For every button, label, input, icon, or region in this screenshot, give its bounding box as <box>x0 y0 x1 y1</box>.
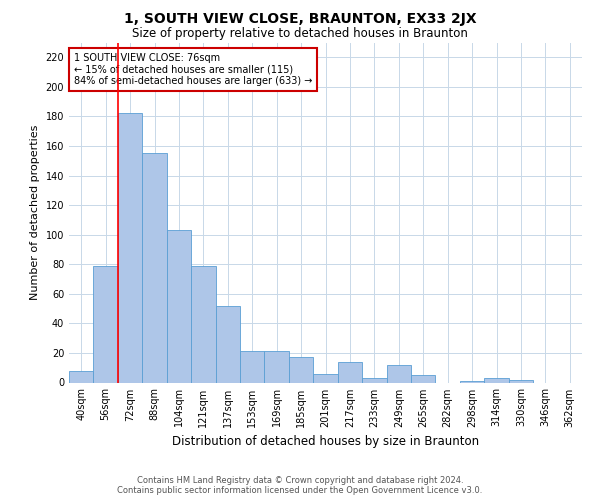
Bar <box>167 230 191 382</box>
Bar <box>265 352 289 382</box>
Bar <box>509 380 533 382</box>
X-axis label: Distribution of detached houses by size in Braunton: Distribution of detached houses by size … <box>172 435 479 448</box>
Text: 1 SOUTH VIEW CLOSE: 76sqm
← 15% of detached houses are smaller (115)
84% of semi: 1 SOUTH VIEW CLOSE: 76sqm ← 15% of detac… <box>74 52 313 86</box>
Text: 1, SOUTH VIEW CLOSE, BRAUNTON, EX33 2JX: 1, SOUTH VIEW CLOSE, BRAUNTON, EX33 2JX <box>124 12 476 26</box>
Bar <box>142 154 167 382</box>
Bar <box>289 358 313 382</box>
Bar <box>191 266 215 382</box>
Bar <box>460 381 484 382</box>
Bar <box>338 362 362 382</box>
Bar <box>69 370 94 382</box>
Bar <box>411 375 436 382</box>
Bar <box>362 378 386 382</box>
Bar <box>313 374 338 382</box>
Bar <box>386 365 411 382</box>
Text: Size of property relative to detached houses in Braunton: Size of property relative to detached ho… <box>132 28 468 40</box>
Y-axis label: Number of detached properties: Number of detached properties <box>30 125 40 300</box>
Bar <box>118 114 142 382</box>
Text: Contains HM Land Registry data © Crown copyright and database right 2024.
Contai: Contains HM Land Registry data © Crown c… <box>118 476 482 495</box>
Bar <box>215 306 240 382</box>
Bar <box>240 352 265 382</box>
Bar <box>484 378 509 382</box>
Bar <box>94 266 118 382</box>
